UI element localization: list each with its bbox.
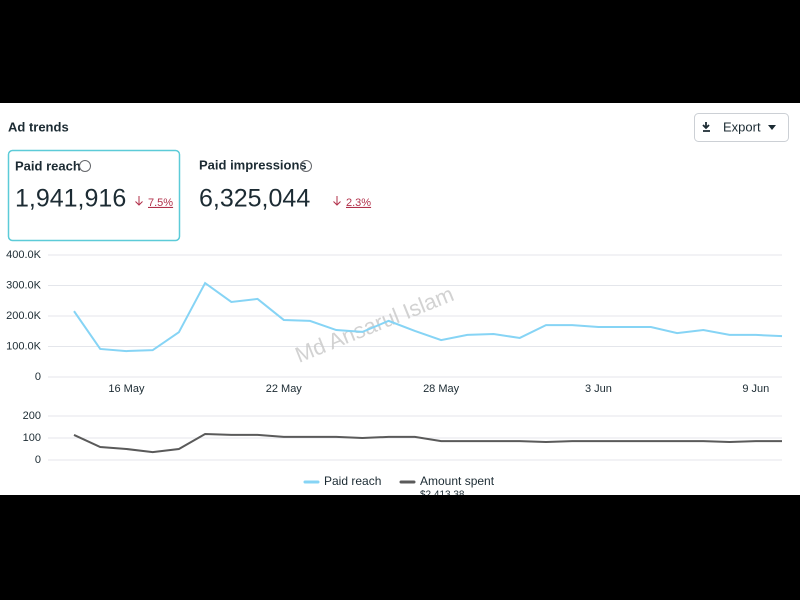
export-label[interactable]: Export xyxy=(723,119,761,134)
down-arrow xyxy=(135,196,143,206)
y-tick-label: 200 xyxy=(23,410,41,422)
x-tick-label: 9 Jun xyxy=(742,383,769,395)
down-arrow xyxy=(333,196,341,206)
legend-label: Amount spent xyxy=(420,474,495,488)
legend-label: Paid reach xyxy=(324,474,381,488)
metric-value: 6,325,044 xyxy=(199,185,310,213)
info-icon[interactable] xyxy=(79,160,91,172)
selected-metric-card[interactable] xyxy=(7,149,181,242)
y-tick-label: 0 xyxy=(35,371,41,383)
y-tick-label: 100 xyxy=(23,432,41,444)
y-tick-label: 100.0K xyxy=(6,340,42,352)
y-tick-label: 300.0K xyxy=(6,279,42,291)
metric-change: 2.3% xyxy=(346,197,371,209)
x-tick-label: 28 May xyxy=(423,383,460,395)
section-title: Ad trends xyxy=(8,119,69,134)
export-button[interactable]: Export xyxy=(694,113,789,142)
metric-label: Paid reach xyxy=(15,158,81,173)
series-line xyxy=(73,281,783,353)
x-tick-label: 16 May xyxy=(108,383,145,395)
ad-trends-card: Ad trends Export Paid reach 1,941,916 7.… xyxy=(6,113,789,495)
metric-label: Paid impressions xyxy=(199,157,307,172)
info-icon[interactable] xyxy=(300,160,312,172)
metric-change: 7.5% xyxy=(148,197,173,209)
y-tick-label: 200.0K xyxy=(6,310,42,322)
x-tick-label: 22 May xyxy=(266,383,303,395)
y-tick-label: 400.0K xyxy=(6,249,42,261)
y-tick-label: 0 xyxy=(35,454,41,466)
watermark: Md Ansarul Islam xyxy=(291,281,457,367)
legend-total: $2,413.38 xyxy=(420,490,465,495)
metric-value: 1,941,916 xyxy=(15,185,126,213)
panel: Ad trends Export Paid reach 1,941,916 7.… xyxy=(0,103,800,495)
x-tick-label: 3 Jun xyxy=(585,383,612,395)
series-line xyxy=(73,433,782,454)
